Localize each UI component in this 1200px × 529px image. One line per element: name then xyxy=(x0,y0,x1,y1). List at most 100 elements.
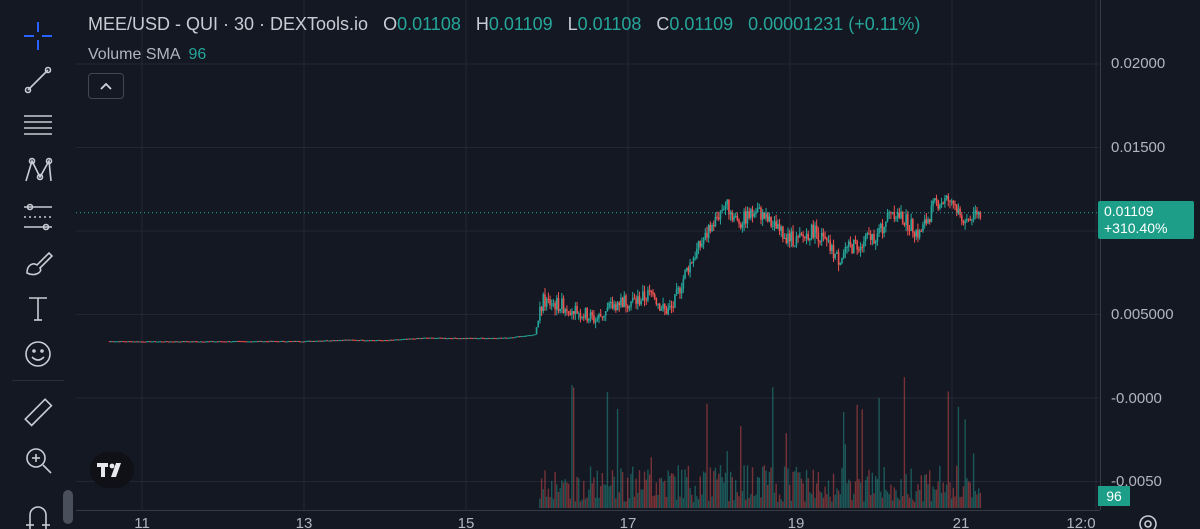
volume-bar xyxy=(576,476,578,508)
volume-bar xyxy=(674,476,676,508)
candle-body xyxy=(142,341,145,343)
prediction-icon[interactable] xyxy=(18,196,58,236)
brush-icon[interactable] xyxy=(18,242,58,282)
volume-bar xyxy=(883,467,885,508)
candle-body xyxy=(420,338,423,340)
candle-body xyxy=(495,338,497,340)
candle-body xyxy=(628,306,631,309)
candle-body xyxy=(719,210,722,220)
smiley-icon[interactable] xyxy=(18,334,58,374)
volume-bar xyxy=(775,483,777,508)
candle-body xyxy=(314,340,317,342)
candle-body xyxy=(608,302,610,308)
trendline-icon[interactable] xyxy=(18,60,58,100)
candle-body xyxy=(822,232,825,237)
volume-bar xyxy=(927,484,929,508)
volume-bar xyxy=(940,492,943,508)
candle-body xyxy=(520,336,523,338)
tradingview-logo[interactable] xyxy=(90,452,134,488)
volume-bar xyxy=(767,484,769,508)
candle-body xyxy=(655,298,658,305)
volume-bar xyxy=(896,497,899,508)
volume-bar xyxy=(677,465,679,508)
symbol-title[interactable]: MEE/USD - QUI · 30 · DEXTools.io xyxy=(88,14,369,34)
candle-body xyxy=(844,247,847,253)
volume-bar xyxy=(734,480,737,508)
candle-body xyxy=(717,217,720,220)
candle-body xyxy=(829,240,831,251)
magnet-icon[interactable] xyxy=(18,496,58,529)
candle-body xyxy=(650,290,653,292)
volume-bar xyxy=(907,494,909,508)
ruler-icon[interactable] xyxy=(18,392,58,432)
volume-bar xyxy=(848,479,850,508)
chart-canvas[interactable] xyxy=(76,0,1100,510)
pattern-icon[interactable] xyxy=(18,150,58,190)
candle-body xyxy=(510,337,513,339)
zoom-in-icon[interactable] xyxy=(18,440,58,480)
candle-body xyxy=(832,245,835,259)
close-key: C xyxy=(656,14,670,34)
crosshair-icon[interactable] xyxy=(18,16,58,56)
candle-body xyxy=(355,339,357,341)
volume-bar xyxy=(932,486,934,508)
candle-body xyxy=(576,305,578,314)
candle-body xyxy=(486,338,489,340)
volume-bar xyxy=(913,501,916,508)
candle-body xyxy=(707,225,710,238)
candle-body xyxy=(194,341,197,343)
text-icon[interactable] xyxy=(18,288,58,328)
volume-bar xyxy=(572,387,575,508)
volume-bar xyxy=(630,473,632,508)
candle-body xyxy=(630,301,632,307)
candle-body xyxy=(523,335,526,337)
candle-body xyxy=(736,215,739,220)
time-tick: 21 xyxy=(952,515,970,529)
candle-body xyxy=(407,338,410,340)
candle-body xyxy=(545,298,548,307)
candle-body xyxy=(247,341,249,343)
candle-body xyxy=(490,338,492,340)
candle-body xyxy=(640,300,642,305)
candle-body xyxy=(979,211,982,218)
candle-body xyxy=(174,341,177,343)
candle-body xyxy=(458,338,460,340)
volume-bar xyxy=(669,475,671,508)
volume-legend[interactable]: Volume SMA 96 xyxy=(88,46,206,64)
candle-body xyxy=(680,288,683,294)
candle-body xyxy=(530,335,533,337)
fib-lines-icon[interactable] xyxy=(18,104,58,144)
candle-body xyxy=(156,341,158,343)
price-chart[interactable] xyxy=(76,0,1100,510)
candle-body xyxy=(404,338,406,340)
volume-bar xyxy=(842,411,845,508)
candle-body xyxy=(697,241,700,249)
candle-body xyxy=(797,236,799,238)
volume-bar xyxy=(777,501,779,508)
volume-bar xyxy=(707,501,710,508)
candle-body xyxy=(134,341,136,343)
volume-bar xyxy=(675,499,678,508)
candle-body xyxy=(858,249,860,251)
candle-body xyxy=(594,320,597,323)
candle-body xyxy=(400,339,403,341)
candle-body xyxy=(388,339,391,341)
volume-bar xyxy=(711,496,713,508)
volume-bar xyxy=(731,477,733,508)
candle-body xyxy=(957,208,960,214)
toolbar-scrollbar[interactable] xyxy=(63,490,73,524)
time-axis[interactable]: 11 13 15 17 19 21 12:0 xyxy=(76,510,1100,529)
volume-bar xyxy=(724,472,727,508)
candle-body xyxy=(566,309,568,312)
volume-bar xyxy=(692,501,695,508)
collapse-legend-button[interactable] xyxy=(88,73,124,99)
volume-bar xyxy=(664,480,666,508)
candle-body xyxy=(260,341,263,343)
volume-bar xyxy=(659,478,661,508)
candle-body xyxy=(508,337,511,339)
volume-bar xyxy=(858,478,860,508)
volume-bar xyxy=(856,404,858,508)
price-axis[interactable]: 0.02000 0.01500 0.005000 -0.0000 -0.0050 xyxy=(1100,0,1200,510)
candle-body xyxy=(426,337,428,339)
settings-gear-icon[interactable] xyxy=(1136,512,1160,529)
